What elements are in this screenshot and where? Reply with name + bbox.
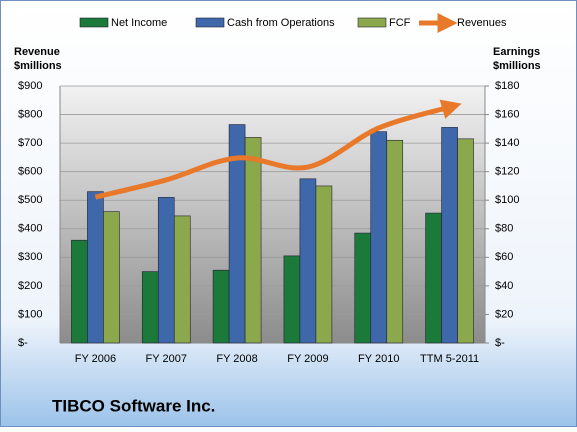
bar — [87, 191, 104, 344]
y-tick-label: $600 — [18, 166, 42, 178]
bar — [103, 211, 120, 344]
y2-tick-label: $60 — [495, 251, 513, 263]
y2-tick-label: $40 — [495, 280, 513, 292]
bar — [354, 232, 372, 344]
y-tick-label: $100 — [18, 308, 42, 320]
y2-tick-label: $- — [495, 337, 505, 349]
legend-swatch — [195, 17, 225, 28]
x-tick-label: TTM 5-2011 — [420, 353, 479, 365]
line — [94, 99, 462, 200]
y-tick-label: $- — [18, 337, 28, 349]
y2-tick-label: $140 — [495, 137, 519, 149]
y2-tick-label: $180 — [495, 80, 519, 92]
y-tick-label: $300 — [18, 251, 42, 263]
y2-tick-label: $160 — [495, 108, 519, 120]
legend-swatch — [357, 17, 387, 28]
y2-tick-label: $20 — [495, 308, 513, 320]
x-tick-label: FY 2006 — [75, 353, 116, 365]
y-tick-label: $400 — [18, 223, 42, 235]
bar — [244, 137, 262, 344]
y-axis-title: $millions — [14, 60, 62, 72]
y-tick-label: $500 — [18, 194, 42, 206]
plot-area — [60, 86, 485, 343]
bar — [386, 139, 404, 344]
bar — [441, 127, 458, 344]
y2-axis-title: Earnings — [493, 46, 540, 58]
y-tick-label: $700 — [18, 137, 42, 149]
y-tick-label: $900 — [18, 80, 42, 92]
bar — [370, 131, 388, 344]
legend-label: Net Income — [111, 17, 167, 29]
bar — [157, 197, 175, 344]
legend-label: FCF — [389, 17, 411, 29]
bar — [315, 185, 333, 344]
y-tick-label: $800 — [18, 108, 42, 120]
legend-label: Revenues — [457, 17, 507, 29]
x-tick-label: FY 2009 — [287, 353, 328, 365]
y2-tick-label: $100 — [495, 194, 519, 206]
bar — [283, 255, 301, 344]
bar — [71, 239, 88, 344]
y2-axis-title: $millions — [493, 60, 541, 72]
bar — [173, 215, 191, 344]
x-tick-label: FY 2007 — [146, 353, 187, 365]
legend-label: Cash from Operations — [227, 17, 335, 29]
y-tick-label: $200 — [18, 280, 42, 292]
x-tick-label: FY 2010 — [358, 353, 399, 365]
bar — [457, 138, 474, 344]
y2-tick-label: $80 — [495, 223, 513, 235]
x-tick-label: FY 2008 — [216, 353, 257, 365]
bar — [299, 178, 317, 344]
bar — [212, 269, 230, 344]
bar — [425, 212, 442, 344]
chart-title: TIBCO Software Inc. — [52, 396, 215, 415]
y-axis-title: Revenue — [14, 46, 60, 58]
legend-swatch — [79, 17, 109, 28]
y2-tick-label: $120 — [495, 166, 519, 178]
bar — [141, 271, 159, 344]
